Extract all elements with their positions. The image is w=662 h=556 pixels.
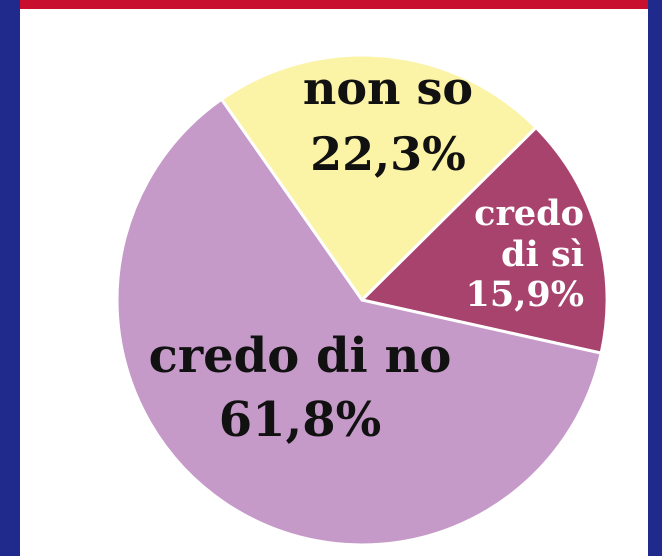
- label-credo-di-no: credo di no: [149, 328, 452, 384]
- top-border: [0, 0, 662, 9]
- value-credo-di-no: 61,8%: [219, 392, 382, 448]
- slice-credo-di-no: [115, 97, 603, 547]
- slice-non-so: [219, 53, 539, 303]
- label-credo-di-si-line1: credo: [474, 193, 584, 234]
- label-credo-di-si-line2: di sì: [501, 234, 584, 275]
- value-credo-di-si: 15,9%: [465, 274, 584, 315]
- left-border: [0, 0, 20, 556]
- pie-slices: [115, 53, 609, 547]
- right-border: [648, 0, 662, 556]
- value-non-so: 22,3%: [310, 127, 466, 181]
- slice-credo-di-si: [358, 125, 609, 355]
- label-non-so: non so: [303, 61, 473, 115]
